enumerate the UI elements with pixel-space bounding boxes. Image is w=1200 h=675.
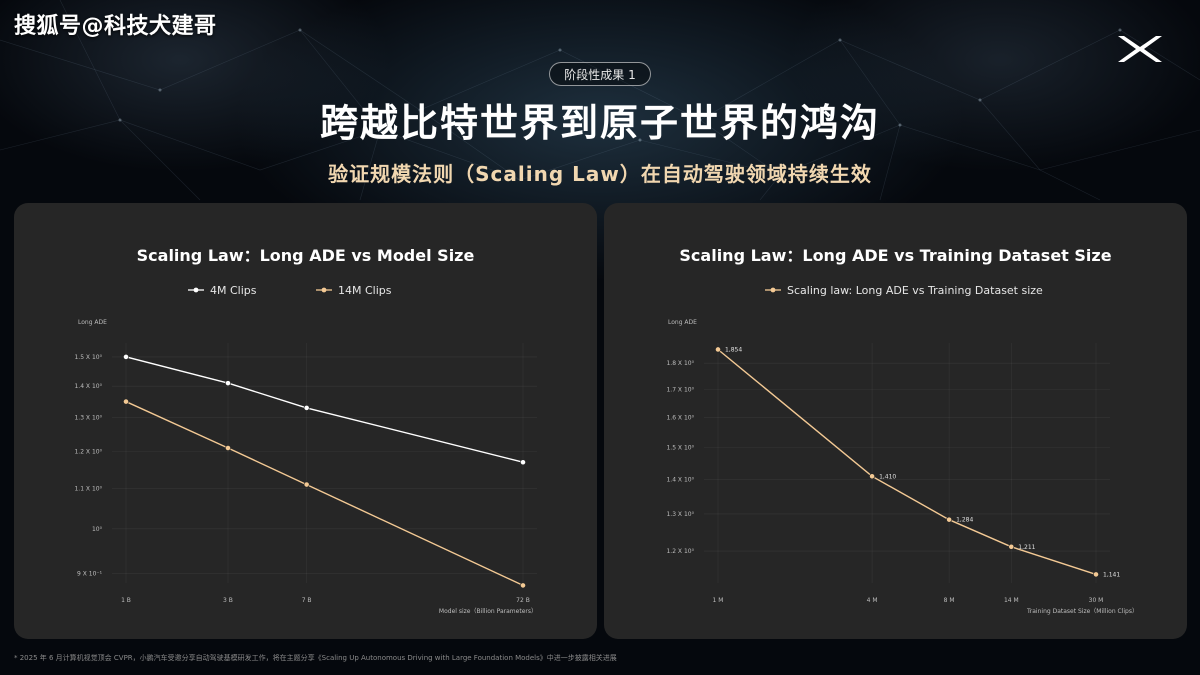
y-tick-label: 1.1 X 10⁰ (74, 485, 102, 492)
y-tick-label: 1.2 X 10⁰ (74, 449, 102, 456)
y-tick-label: 1.3 X 10⁰ (666, 511, 694, 518)
y-tick-label: 10⁰ (92, 526, 103, 533)
y-tick-label: 1.5 X 10⁰ (666, 445, 694, 452)
data-label: 1,284 (956, 517, 973, 524)
watermark: 搜狐号@科技犬建哥 (14, 14, 217, 39)
stage-tag: 阶段性成果 1 (549, 62, 651, 86)
x-tick-label: 1 M (713, 597, 724, 604)
series-line (125, 400, 524, 587)
data-label: 1,854 (725, 346, 742, 353)
data-point (946, 516, 953, 523)
data-point (520, 459, 526, 466)
x-tick-label: 8 M (944, 597, 955, 604)
y-tick-label: 1.3 X 10⁰ (74, 415, 102, 422)
page-subtitle: 验证规模法则（Scaling Law）在自动驾驶领域持续生效 (328, 162, 872, 186)
chart-panel-dataset-size: Scaling Law：Long ADE vs Training Dataset… (604, 203, 1187, 639)
chart-title: Scaling Law：Long ADE vs Training Dataset… (679, 246, 1111, 265)
y-tick-label: 1.4 X 10⁰ (666, 477, 694, 484)
y-tick-label: 1.4 X 10⁰ (74, 383, 102, 390)
y-tick-label: 1.6 X 10⁰ (666, 415, 694, 422)
data-point (123, 398, 129, 405)
data-label: 1,410 (879, 473, 896, 480)
brand-logo-icon (1118, 36, 1162, 62)
data-label: 1,211 (1018, 544, 1035, 551)
chart-panel-model-size: Scaling Law：Long ADE vs Model Size 4M Cli… (14, 203, 597, 639)
y-tick-label: 1.5 X 10⁰ (74, 354, 102, 361)
footnote: * 2025 年 6 月计算机视觉顶会 CVPR，小鹏汽车受邀分享自动驾驶基模研… (14, 654, 617, 662)
legend-swatch-dot (193, 287, 199, 293)
data-point (1008, 543, 1015, 550)
data-point (715, 346, 721, 353)
x-tick-label: 14 M (1004, 597, 1019, 604)
data-point (303, 481, 310, 488)
x-tick-label: 1 B (121, 597, 131, 604)
legend-swatch-dot (770, 287, 776, 293)
data-label: 1,141 (1103, 571, 1120, 578)
x-tick-label: 72 B (516, 597, 530, 604)
legend-label: Scaling law: Long ADE vs Training Datase… (787, 284, 1043, 297)
legend-swatch-dot (321, 287, 327, 293)
data-point (520, 582, 526, 589)
data-point (225, 445, 231, 451)
data-point (869, 473, 875, 480)
y-tick-label: 1.7 X 10⁰ (666, 387, 694, 394)
legend-label: 4M Clips (210, 284, 257, 297)
data-point (303, 404, 310, 411)
x-tick-label: 4 M (867, 597, 878, 604)
legend-label: 14M Clips (338, 284, 392, 297)
y-axis-label: Long ADE (668, 319, 697, 326)
x-tick-label: 30 M (1089, 597, 1104, 604)
y-tick-label: 1.2 X 10⁰ (666, 548, 694, 555)
page-title: 跨越比特世界到原子世界的鸿沟 (319, 101, 880, 145)
chart-title: Scaling Law：Long ADE vs Model Size (137, 246, 475, 265)
y-axis-label: Long ADE (78, 319, 107, 326)
chart-dataset-size: Scaling Law：Long ADE vs Training Dataset… (666, 246, 1138, 615)
y-tick-label: 1.8 X 10⁰ (666, 360, 694, 367)
data-point (123, 354, 129, 360)
data-point (1093, 571, 1099, 578)
y-tick-label: 9 X 10⁻¹ (77, 570, 103, 577)
x-axis-label: Model size（Billion Parameters） (439, 608, 537, 615)
data-point (225, 380, 231, 387)
x-tick-label: 7 B (302, 597, 312, 604)
x-tick-label: 3 B (223, 597, 233, 604)
chart-model-size: Scaling Law：Long ADE vs Model Size 4M Cli… (74, 246, 537, 615)
x-axis-label: Training Dataset Size（Million Clips） (1026, 608, 1138, 615)
series-line (717, 348, 1097, 576)
series-line (125, 356, 524, 463)
